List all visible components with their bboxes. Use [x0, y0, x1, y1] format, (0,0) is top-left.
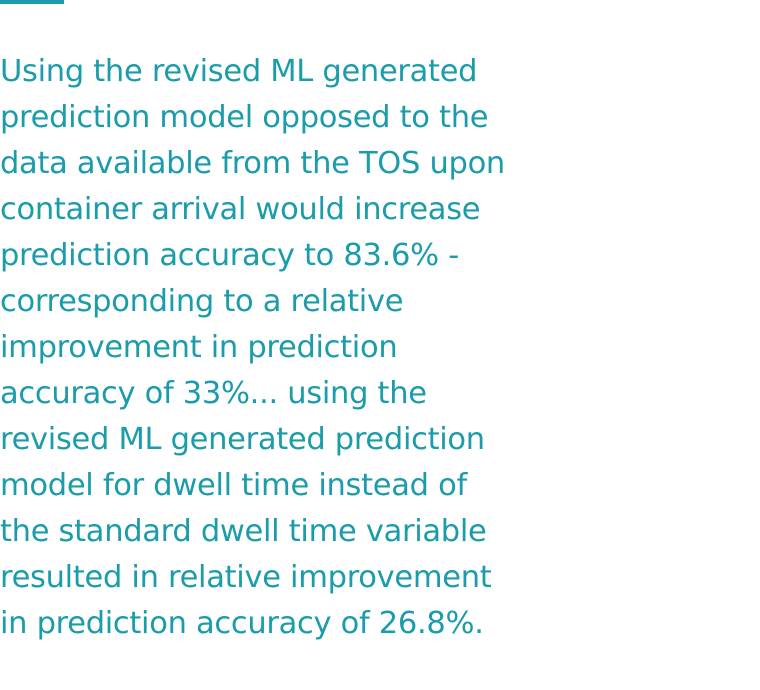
quote-line: model for dwell time instead of: [0, 468, 467, 503]
quote-line: accuracy of 33%... using the: [0, 376, 427, 411]
accent-bar: [0, 0, 64, 4]
pull-quote: Using the revised ML generated predictio…: [0, 49, 520, 647]
quote-line: container arrival would increase: [0, 192, 481, 227]
quote-line: improvement in prediction: [0, 330, 398, 365]
quote-line: corresponding to a relative: [0, 284, 404, 319]
quote-line: the standard dwell time variable: [0, 514, 487, 549]
quote-line: data available from the TOS upon: [0, 146, 505, 181]
quote-line: Using the revised ML generated: [0, 54, 478, 89]
quote-line: resulted in relative improvement: [0, 560, 492, 595]
quote-line: in prediction accuracy of 26.8%.: [0, 606, 484, 641]
quote-line: revised ML generated prediction: [0, 422, 485, 457]
quote-line: prediction accuracy to 83.6% -: [0, 238, 459, 273]
quote-line: prediction model opposed to the: [0, 100, 489, 135]
